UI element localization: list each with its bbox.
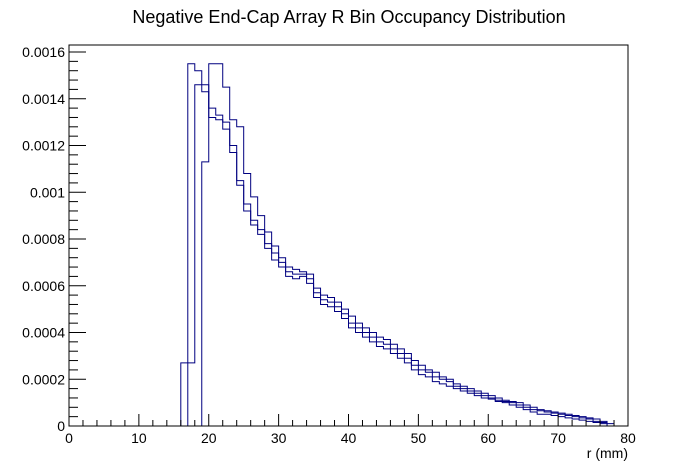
y-tick-label: 0.001	[30, 184, 65, 200]
x-tick-label: 60	[480, 430, 496, 446]
plot-series-group	[69, 63, 615, 427]
y-tick-label: 0	[57, 418, 65, 434]
histogram-series-2	[69, 84, 615, 427]
y-tick-label: 0.0002	[22, 371, 65, 387]
y-tick-label: 0.0008	[22, 231, 65, 247]
x-tick-label: 30	[271, 430, 287, 446]
y-tick-label: 0.0004	[22, 325, 65, 341]
x-tick-label: 50	[411, 430, 427, 446]
y-tick-label: 0.0014	[22, 91, 65, 107]
x-tick-label: 10	[131, 430, 147, 446]
y-tick-label: 0.0006	[22, 278, 65, 294]
x-tick-label: 40	[341, 430, 357, 446]
histogram-series-1	[69, 63, 615, 427]
plot-frame	[68, 44, 629, 427]
axes-group: 0 10 20 30 40 50 60 70 80 0 0.0002 0.0004 0.0006 0.00…	[22, 44, 636, 446]
x-tick-label: 20	[201, 430, 217, 446]
x-tick-label: 0	[65, 430, 73, 446]
y-tick-label: 0.0012	[22, 138, 65, 154]
x-tick-label: 80	[620, 430, 636, 446]
x-tick-label: 70	[550, 430, 566, 446]
chart-title: Negative End-Cap Array R Bin Occupancy D…	[132, 7, 565, 27]
x-axis-label: r (mm)	[587, 445, 628, 461]
y-tick-label: 0.0016	[22, 44, 65, 60]
histogram-series-3	[69, 63, 615, 427]
